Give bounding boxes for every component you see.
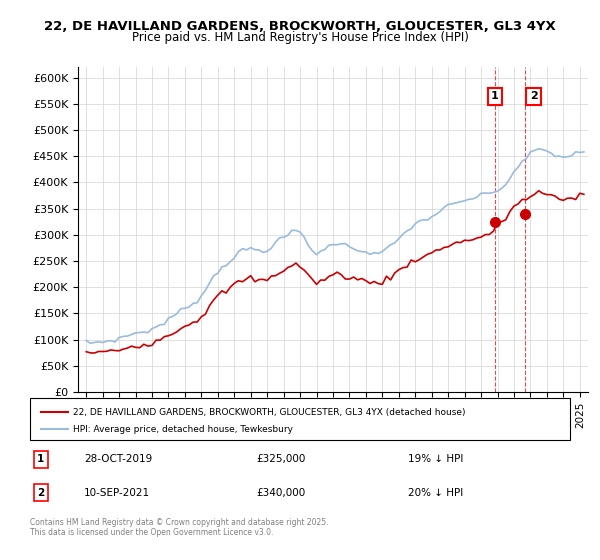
Text: 19% ↓ HPI: 19% ↓ HPI	[408, 454, 463, 464]
Text: 28-OCT-2019: 28-OCT-2019	[84, 454, 152, 464]
Text: £325,000: £325,000	[257, 454, 306, 464]
Text: 2: 2	[530, 91, 538, 101]
Text: £340,000: £340,000	[257, 488, 306, 498]
Text: HPI: Average price, detached house, Tewkesbury: HPI: Average price, detached house, Tewk…	[73, 424, 293, 433]
Text: 22, DE HAVILLAND GARDENS, BROCKWORTH, GLOUCESTER, GL3 4YX (detached house): 22, DE HAVILLAND GARDENS, BROCKWORTH, GL…	[73, 408, 466, 417]
FancyBboxPatch shape	[30, 398, 570, 440]
Text: 10-SEP-2021: 10-SEP-2021	[84, 488, 150, 498]
Text: Contains HM Land Registry data © Crown copyright and database right 2025.
This d: Contains HM Land Registry data © Crown c…	[30, 518, 329, 538]
Text: 1: 1	[491, 91, 499, 101]
Text: 2: 2	[37, 488, 44, 498]
Text: 20% ↓ HPI: 20% ↓ HPI	[408, 488, 463, 498]
Text: 22, DE HAVILLAND GARDENS, BROCKWORTH, GLOUCESTER, GL3 4YX: 22, DE HAVILLAND GARDENS, BROCKWORTH, GL…	[44, 20, 556, 32]
Text: 1: 1	[37, 454, 44, 464]
Text: Price paid vs. HM Land Registry's House Price Index (HPI): Price paid vs. HM Land Registry's House …	[131, 31, 469, 44]
